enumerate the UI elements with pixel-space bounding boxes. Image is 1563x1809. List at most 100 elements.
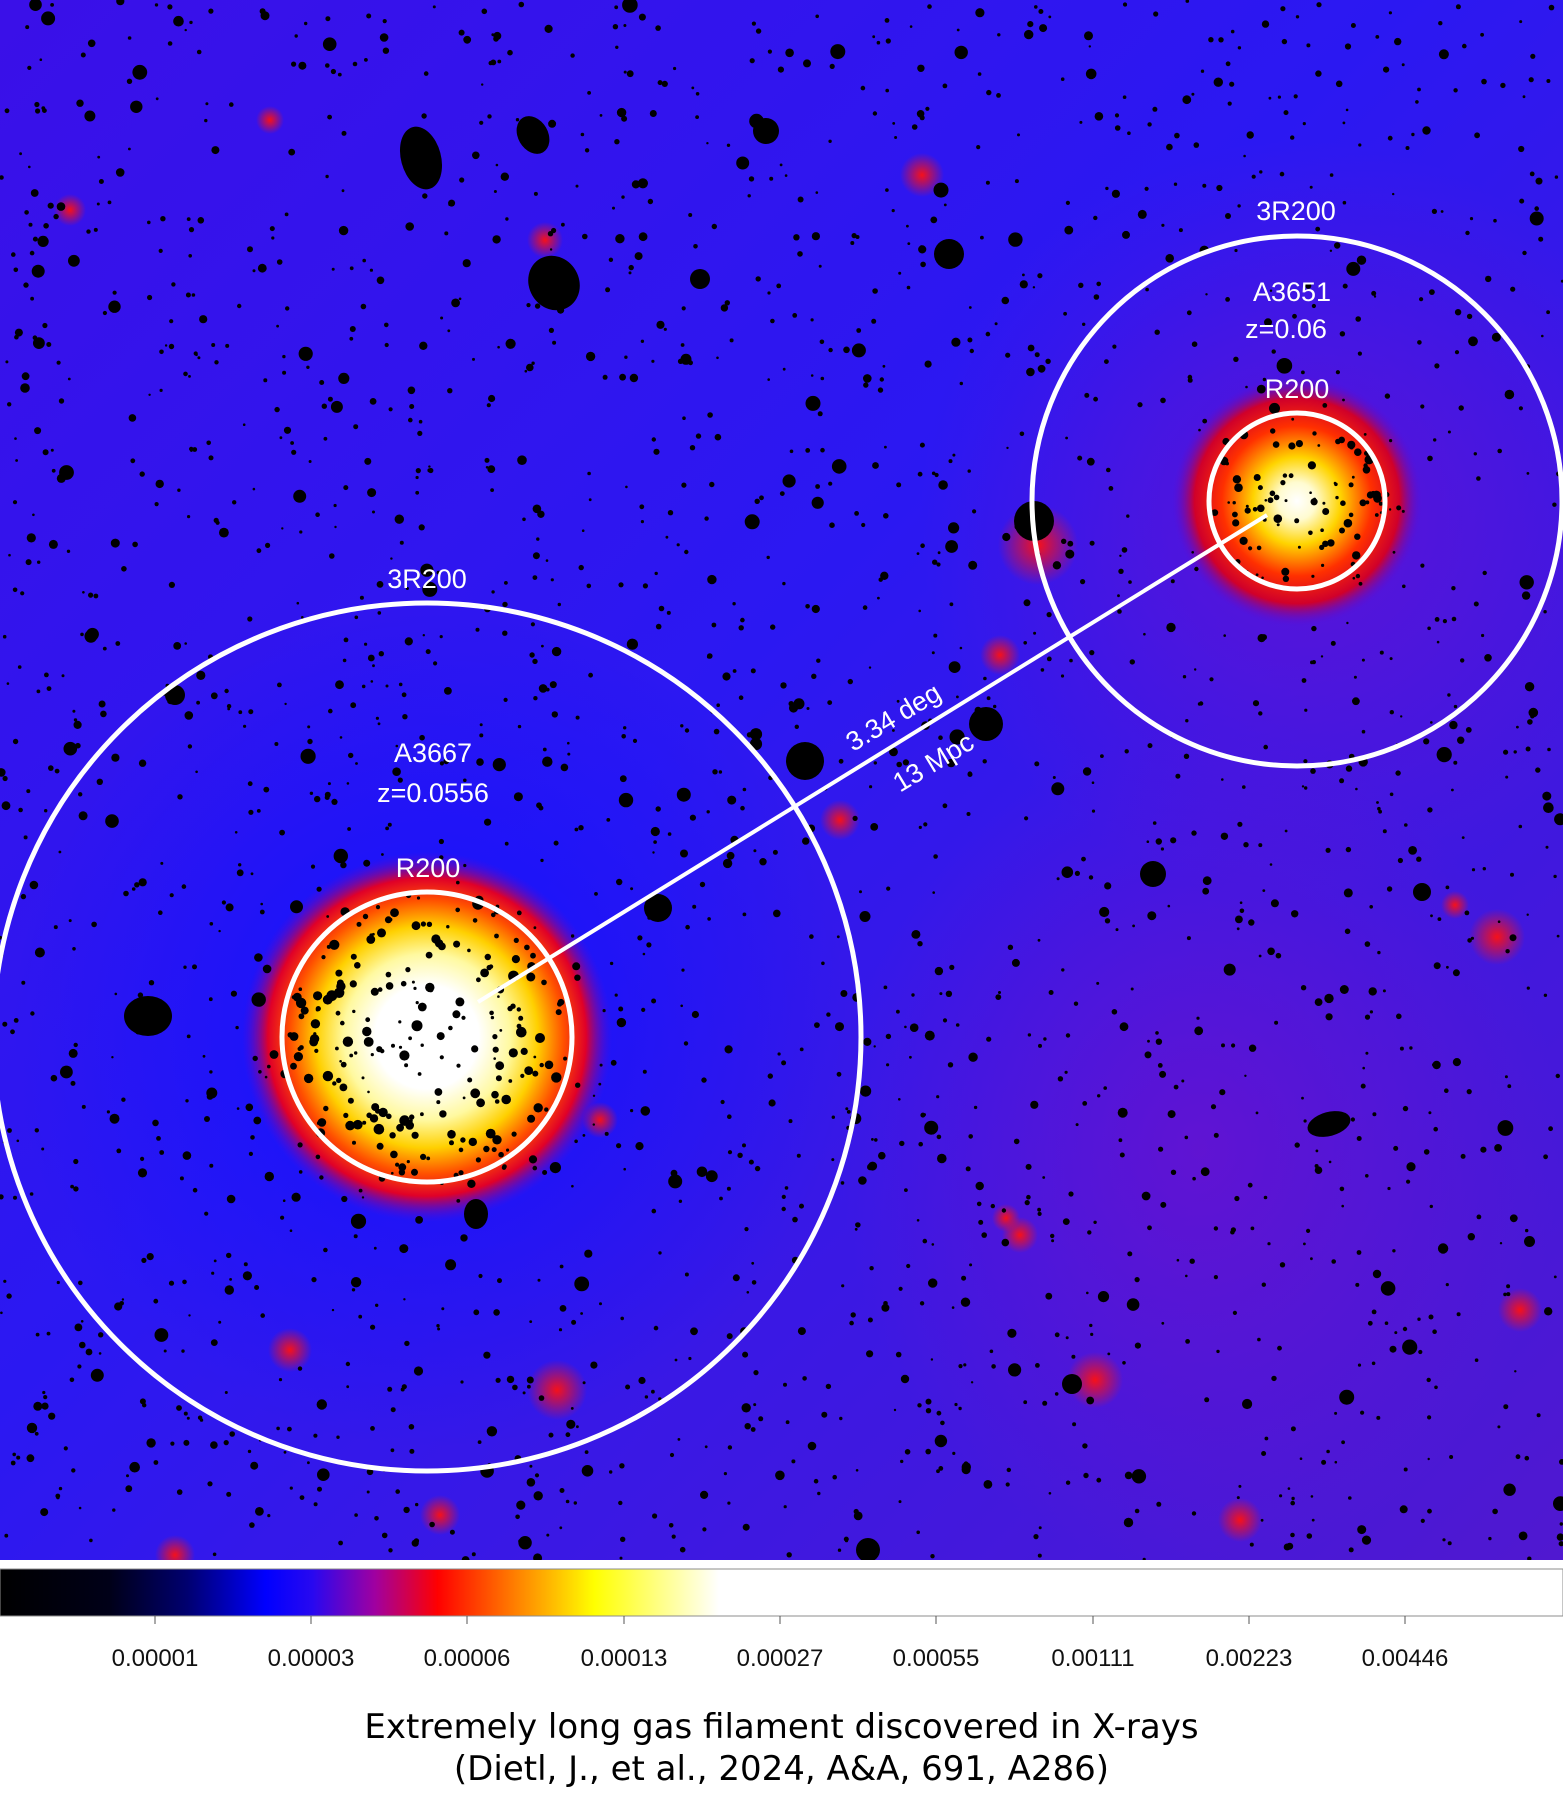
masked-point-source: [1311, 660, 1316, 665]
masked-point-source: [441, 1307, 445, 1311]
masked-point-source: [892, 729, 895, 732]
masked-point-source: [1360, 1410, 1365, 1415]
masked-point-source: [183, 1439, 190, 1446]
masked-point-source: [615, 234, 625, 244]
masked-point-source: [1200, 1167, 1210, 1177]
masked-point-source: [139, 471, 145, 477]
masked-point-source: [501, 1094, 512, 1105]
masked-point-source: [332, 1081, 337, 1086]
masked-point-source: [688, 1356, 692, 1361]
masked-point-source: [387, 1386, 393, 1392]
masked-point-source: [1449, 1455, 1454, 1459]
masked-point-source: [618, 1006, 624, 1012]
masked-point-source: [585, 351, 596, 362]
masked-point-source: [434, 939, 444, 948]
masked-point-source: [1541, 334, 1544, 338]
masked-point-source: [314, 795, 321, 803]
masked-point-source: [751, 21, 757, 26]
masked-point-source: [1461, 836, 1465, 839]
masked-point-source: [491, 1090, 499, 1099]
masked-point-source: [538, 1395, 545, 1401]
masked-point-source: [257, 263, 267, 273]
masked-point-source: [196, 49, 202, 55]
masked-point-source: [213, 1259, 217, 1263]
masked-point-source: [1524, 682, 1535, 692]
masked-point-source: [742, 1523, 750, 1531]
masked-point-source: [1061, 866, 1074, 878]
masked-point-source: [1152, 821, 1157, 825]
masked-point-source: [978, 1219, 984, 1225]
masked-point-source: [387, 822, 392, 827]
masked-point-source: [680, 353, 692, 365]
masked-point-source: [1288, 442, 1296, 450]
masked-point-source: [549, 248, 553, 251]
masked-point-source: [507, 49, 513, 56]
masked-point-source: [638, 13, 646, 21]
masked-point-source: [1159, 1070, 1167, 1078]
masked-point-source: [463, 35, 472, 44]
masked-point-source: [1442, 1538, 1446, 1542]
masked-point-source: [863, 1037, 872, 1046]
masked-point-source: [484, 953, 491, 961]
masked-point-source: [1471, 868, 1476, 872]
masked-point-source: [1341, 1440, 1345, 1445]
masked-point-source: [1093, 294, 1100, 300]
masked-point-source: [1291, 910, 1299, 918]
masked-point-source: [780, 682, 787, 689]
masked-point-source: [497, 59, 502, 64]
masked-point-source: [1194, 566, 1199, 572]
masked-point-source: [42, 1390, 46, 1395]
masked-point-source: [1436, 640, 1440, 644]
masked-point-source: [939, 992, 943, 996]
masked-point-source: [1112, 344, 1117, 349]
masked-point-source: [322, 1070, 334, 1082]
masked-point-source: [51, 468, 56, 473]
masked-point-source: [1290, 135, 1295, 140]
masked-point-source: [1377, 950, 1381, 955]
masked-point-source: [448, 1025, 453, 1031]
masked-point-source: [60, 1065, 73, 1079]
masked-point-source: [366, 935, 376, 944]
masked-point-source: [1454, 309, 1462, 316]
masked-point-source: [1488, 1536, 1492, 1541]
masked-point-source: [159, 388, 163, 392]
masked-point-source: [892, 122, 896, 125]
masked-point-source: [1526, 472, 1530, 475]
masked-point-source: [154, 3, 159, 7]
masked-point-source: [969, 348, 974, 354]
masked-point-source: [1527, 719, 1533, 725]
masked-point-source: [932, 559, 938, 565]
masked-point-source: [50, 1074, 58, 1082]
masked-point-source: [612, 24, 619, 30]
masked-point-source: [1375, 35, 1380, 39]
masked-point-source: [313, 1502, 318, 1507]
masked-point-source: [1280, 480, 1286, 486]
masked-point-source: [12, 500, 18, 505]
background-source: [1067, 1352, 1123, 1408]
masked-point-source: [377, 928, 386, 938]
masked-point-source: [510, 1003, 516, 1009]
masked-point-source: [552, 340, 557, 345]
masked-point-source: [1037, 1207, 1041, 1212]
annotations: [0, 233, 1563, 1474]
masked-point-source: [1122, 1361, 1126, 1365]
masked-point-source: [1065, 436, 1068, 440]
masked-point-source: [6, 682, 10, 685]
masked-point-source: [407, 386, 416, 395]
masked-point-source: [549, 681, 557, 689]
masked-point-source: [487, 114, 492, 119]
masked-point-source: [516, 1026, 527, 1038]
masked-point-source: [709, 481, 715, 488]
masked-point-source: [447, 329, 451, 333]
masked-point-source: [372, 510, 375, 514]
masked-point-source: [1260, 1518, 1264, 1522]
masked-point-source: [1452, 969, 1460, 977]
masked-point-source: [967, 337, 973, 343]
masked-point-source: [458, 1147, 464, 1153]
masked-point-source: [155, 97, 159, 101]
masked-point-source: [1251, 174, 1256, 179]
masked-point-source: [1560, 279, 1563, 283]
masked-point-source: [210, 1339, 218, 1346]
masked-point-source: [740, 617, 745, 623]
masked-point-source: [839, 1416, 843, 1421]
